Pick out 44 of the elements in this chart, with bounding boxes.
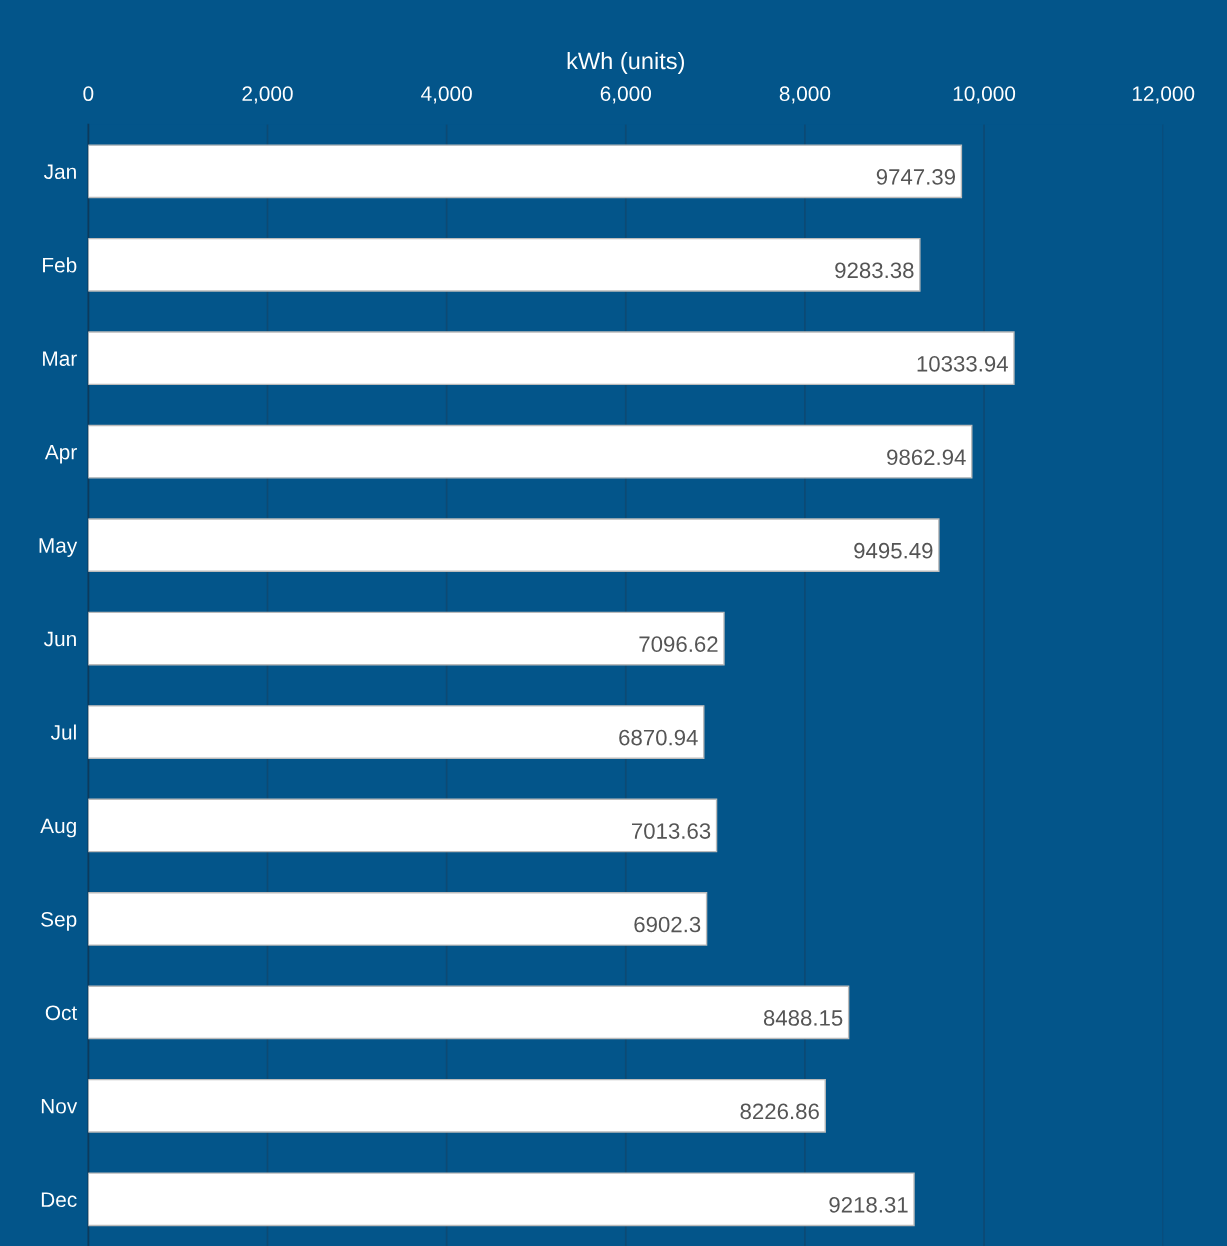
data-label: 9283.38 <box>835 262 914 279</box>
data-label: 8226.86 <box>740 1103 819 1120</box>
y-tick-label: Mar <box>43 351 77 366</box>
bar <box>88 611 725 666</box>
bar <box>88 705 705 759</box>
bar <box>88 1172 915 1227</box>
data-label: 9495.49 <box>854 542 933 559</box>
y-tick-label: Nov <box>41 1099 78 1114</box>
data-label: 6870.94 <box>619 729 698 746</box>
y-tick-label: Aug <box>40 818 76 838</box>
data-label: 9218.31 <box>829 1196 908 1213</box>
y-tick-label: Jun <box>43 631 76 647</box>
x-tick-label: 6,000 <box>600 86 652 104</box>
bar <box>88 892 708 946</box>
bar <box>88 237 921 292</box>
bar <box>88 144 963 199</box>
data-label: 9862.94 <box>887 449 966 466</box>
bar <box>88 518 940 572</box>
y-tick-label: Dec <box>41 1192 77 1208</box>
data-label: 8488.15 <box>763 1010 843 1026</box>
bar <box>88 1078 826 1133</box>
data-label: 6902.3 <box>634 916 701 933</box>
x-tick-label: 12,000 <box>1132 86 1195 104</box>
x-tick-label: 2,000 <box>242 86 293 104</box>
bar <box>88 798 718 853</box>
data-label: 9747.39 <box>876 169 956 185</box>
y-tick-label: Apr <box>44 444 77 464</box>
data-label: 7013.63 <box>632 823 711 839</box>
y-tick-label: Jan <box>43 164 76 180</box>
y-tick-label: May <box>39 538 78 557</box>
x-tick-label: 10,000 <box>953 86 1016 104</box>
data-label: 10333.94 <box>917 355 1008 372</box>
bar <box>88 424 973 479</box>
bar <box>88 985 850 1040</box>
data-label: 7096.62 <box>639 636 718 653</box>
x-tick-label: 8,000 <box>779 86 831 104</box>
y-tick-label: Oct <box>45 1005 78 1021</box>
y-tick-label: Feb <box>43 257 77 273</box>
bar <box>88 331 1015 386</box>
x-axis-title: kWh (units) <box>567 51 684 74</box>
y-tick-label: Sep <box>41 911 77 931</box>
x-tick-label: 4,000 <box>421 86 472 104</box>
x-tick-label: 0 <box>83 86 94 102</box>
y-tick-label: Jul <box>50 724 76 740</box>
